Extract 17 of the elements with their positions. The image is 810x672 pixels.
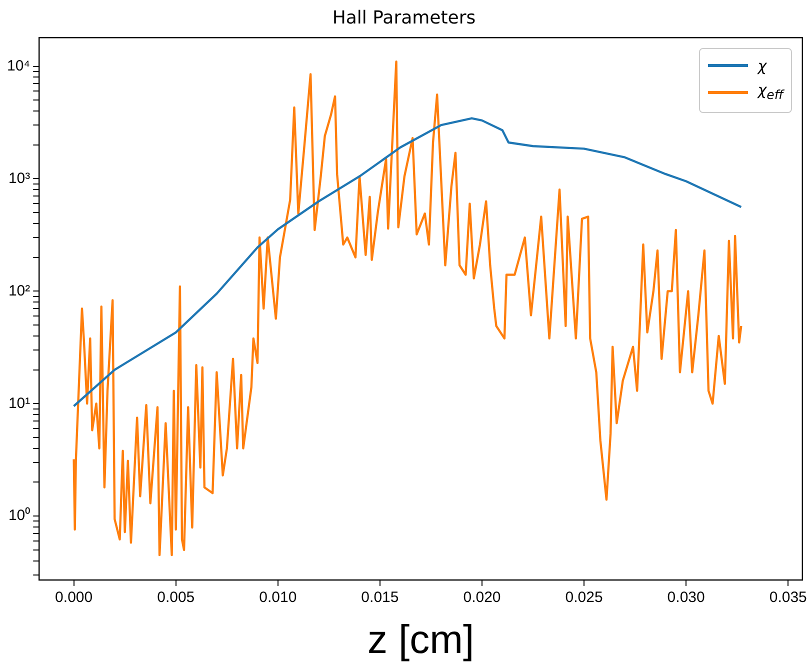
x-tick-label: 0.005 <box>157 589 195 606</box>
chart-title: Hall Parameters <box>332 7 476 28</box>
x-tick-label: 0.015 <box>361 589 399 606</box>
x-tick-label: 0.000 <box>55 589 93 606</box>
y-tick-label: 10² <box>8 282 30 300</box>
x-tick-label: 0.030 <box>667 589 705 606</box>
y-tick-label: 10¹ <box>8 394 30 412</box>
x-tick-label: 0.010 <box>259 589 297 606</box>
x-axis-title: z [cm] <box>367 618 474 662</box>
legend-label: χ <box>758 56 767 77</box>
x-tick-label: 0.020 <box>463 589 501 606</box>
y-tick-label: 10³ <box>8 170 30 187</box>
y-tick-label: 10⁴ <box>6 57 30 74</box>
y-tick-label: 10⁰ <box>8 507 30 524</box>
x-tick-label: 0.035 <box>769 589 807 606</box>
legend-label: χ$_{eff}$ <box>758 80 784 104</box>
x-tick-label: 0.025 <box>565 589 603 606</box>
